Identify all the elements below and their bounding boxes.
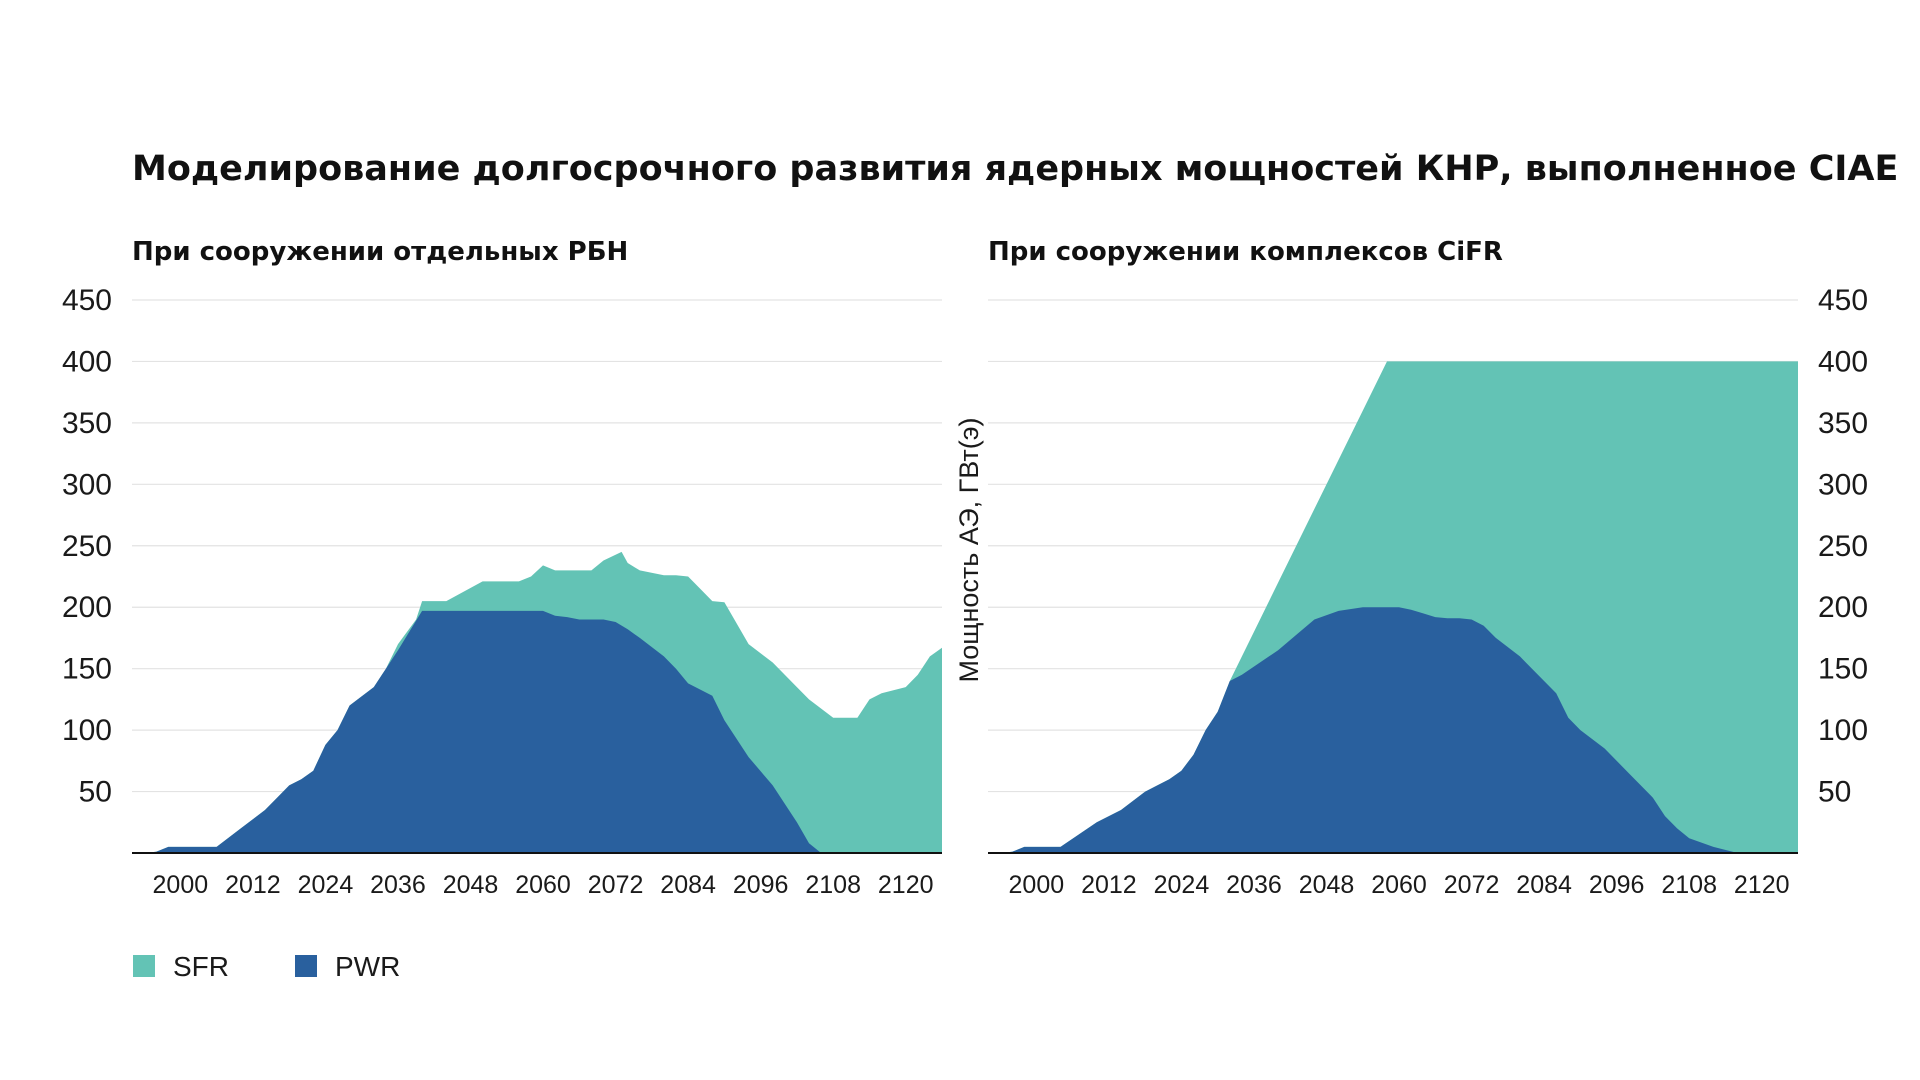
y-tick-label: 250	[62, 530, 112, 563]
y-tick-label: 100	[62, 714, 112, 747]
y-tick-label: 200	[62, 591, 112, 624]
y-tick-label: 50	[79, 776, 112, 809]
x-tick-label: 2084	[1516, 871, 1572, 899]
y-tick-label: 300	[1818, 468, 1868, 501]
area-sfr-right	[1000, 361, 1798, 853]
y-axis-label: Мощность АЭ, ГВт(э)	[954, 417, 984, 682]
x-tick-label: 2096	[1589, 871, 1645, 899]
x-tick-label: 2048	[1299, 871, 1355, 899]
y-tick-label: 300	[62, 468, 112, 501]
x-tick-label: 2036	[370, 871, 426, 899]
panel-left: При сооружении отдельных РБН 50 100 150 200 2…	[62, 237, 943, 899]
y-tick-label: 450	[1818, 284, 1868, 317]
chart-main-title: Моделирование долгосрочного развития яде…	[132, 149, 1898, 189]
x-tick-label: 2024	[298, 871, 354, 899]
legend-label-pwr: PWR	[335, 951, 400, 982]
legend: SFR PWR	[133, 951, 400, 982]
legend-swatch-pwr	[295, 955, 317, 977]
y-tick-label: 250	[1818, 530, 1868, 563]
x-tick-label: 2000	[1009, 871, 1065, 899]
panel-title-left: При сооружении отдельных РБН	[132, 237, 628, 267]
y-tick-label: 400	[62, 345, 112, 378]
y-tick-label: 350	[62, 407, 112, 440]
x-tick-label: 2012	[1081, 871, 1137, 899]
y-tick-label: 200	[1818, 591, 1868, 624]
panel-right: При сооружении комплексов CiFR 50 100 150 20…	[988, 237, 1868, 899]
x-tick-label: 2120	[878, 871, 934, 899]
x-tick-label: 2072	[588, 871, 644, 899]
y-tick-label: 400	[1818, 345, 1868, 378]
area-pwr-left	[144, 610, 943, 853]
x-tick-label: 2108	[1661, 871, 1717, 899]
y-tick-label: 350	[1818, 407, 1868, 440]
x-tick-label: 2012	[225, 871, 281, 899]
legend-swatch-sfr	[133, 955, 155, 977]
area-pwr-right	[1000, 607, 1798, 853]
x-tick-label: 2048	[443, 871, 499, 899]
x-tick-label: 2036	[1226, 871, 1282, 899]
y-tick-label: 100	[1818, 714, 1868, 747]
x-tick-label: 2108	[805, 871, 861, 899]
x-tick-label: 2024	[1154, 871, 1210, 899]
x-tick-label: 2060	[1371, 871, 1427, 899]
y-tick-label: 150	[62, 653, 112, 686]
x-tick-label: 2096	[733, 871, 789, 899]
x-tick-label: 2072	[1444, 871, 1500, 899]
y-tick-label: 450	[62, 284, 112, 317]
x-tick-label: 2084	[660, 871, 716, 899]
x-tick-label: 2000	[153, 871, 209, 899]
y-tick-label: 50	[1818, 776, 1851, 809]
panel-title-right: При сооружении комплексов CiFR	[988, 237, 1503, 267]
x-tick-label: 2120	[1734, 871, 1790, 899]
legend-label-sfr: SFR	[173, 951, 229, 982]
y-tick-label: 150	[1818, 653, 1868, 686]
x-tick-label: 2060	[515, 871, 571, 899]
